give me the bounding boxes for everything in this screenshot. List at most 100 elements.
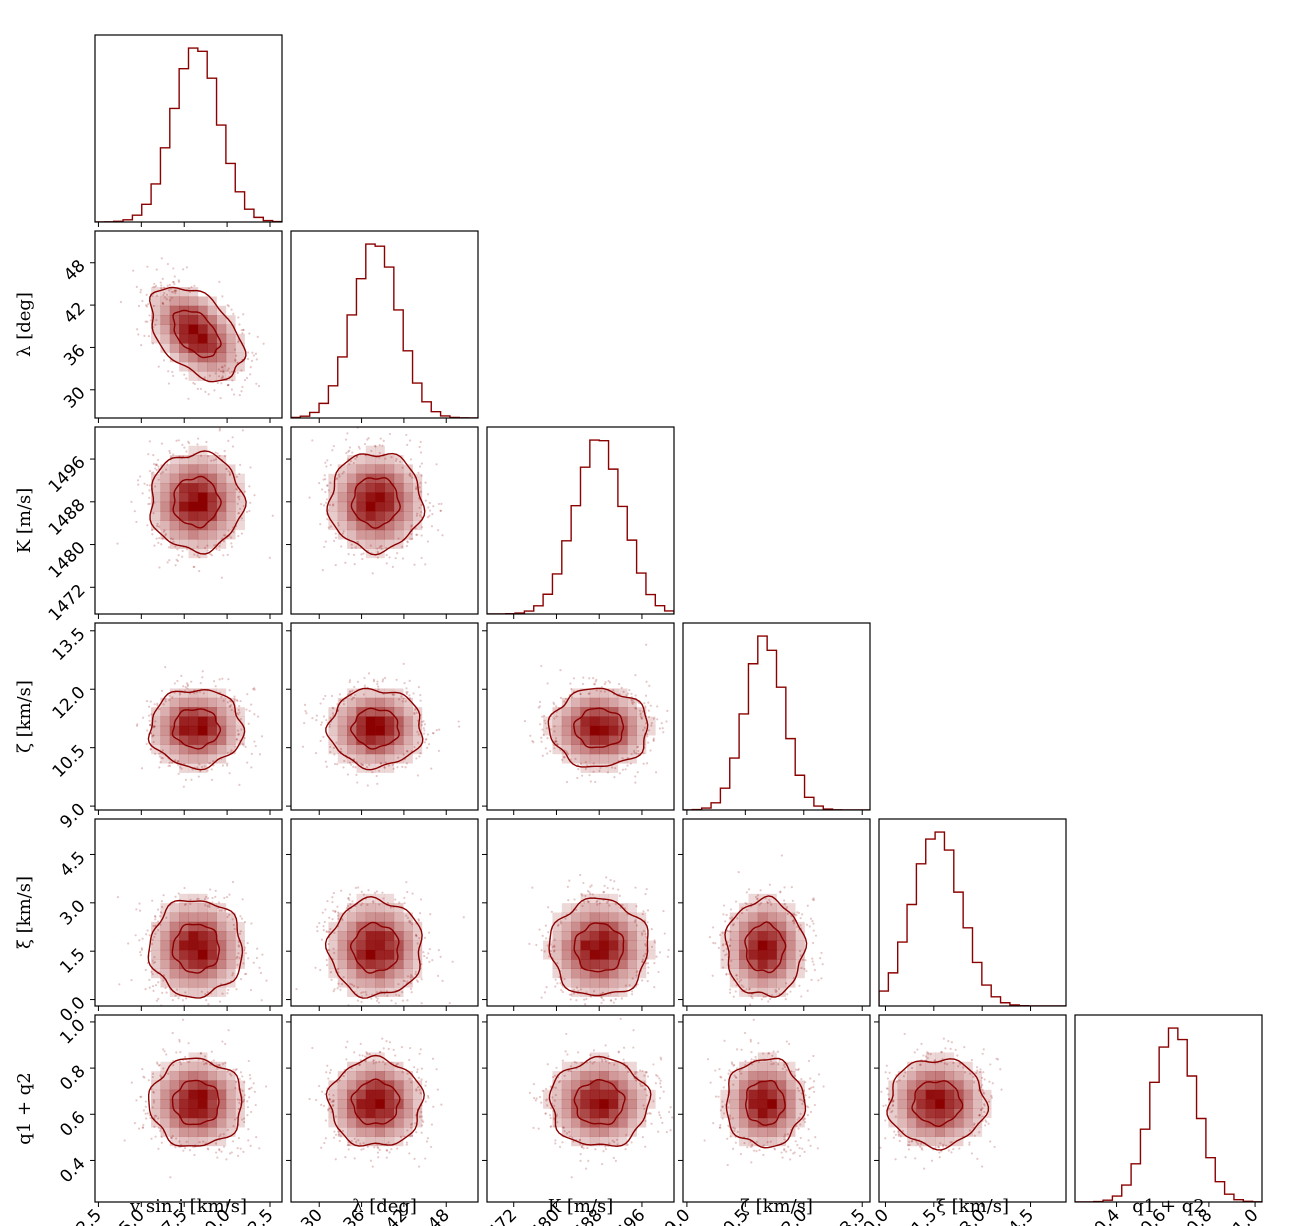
scatter-point [776,1050,780,1053]
scatter-point [165,468,168,471]
scatter-point [235,1080,238,1083]
scatter-point [385,1040,388,1043]
scatter-point [344,438,348,441]
scatter-point [430,767,433,770]
density-cell [384,949,395,960]
scatter-point [249,1110,253,1114]
scatter-point [604,1060,608,1063]
density-cell [216,492,227,503]
scatter-point [190,680,193,683]
density-cell [935,1117,945,1128]
scatter-point [322,697,325,701]
scatter-point [216,1064,219,1067]
scatter-point [918,1063,922,1066]
density-cell [197,893,208,904]
scatter-point [611,887,615,890]
density-cell [739,1136,749,1147]
density-cell [197,1089,208,1100]
density-K-zeta [543,688,656,773]
scatter-point [226,553,229,557]
scatter-point [147,502,150,506]
density-cell [608,977,619,988]
density-cell [179,296,189,307]
scatter-point [604,1044,607,1047]
panel-zeta-zeta [682,622,871,815]
scatter-point [157,458,160,462]
density-cell [188,492,199,503]
scatter-point [968,1141,971,1144]
density-cell [375,931,385,941]
density-cell [235,343,245,353]
density-cell [216,1136,227,1147]
density-cell [169,1080,180,1091]
scatter-point [938,1156,941,1159]
scatter-point [388,432,392,436]
scatter-point [423,954,426,958]
density-cell [356,501,367,512]
scatter-point [395,1063,398,1066]
density-cell [160,744,171,755]
density-cell [384,520,395,531]
scatter-point [146,524,149,527]
scatter-point [653,962,656,965]
scatter-point [199,387,203,391]
scatter-point [553,944,556,947]
density-cell [179,529,189,540]
density-cell [795,959,805,969]
scatter-point [416,774,420,777]
scatter-point [162,703,165,706]
density-cell [384,1089,395,1100]
density-cell [403,744,413,755]
scatter-point [334,564,337,567]
scatter-point [973,1134,976,1137]
scatter-point [155,268,158,271]
density-cell [589,1127,600,1137]
scatter-point [927,1052,930,1055]
density-cell [748,977,759,988]
density-cell [188,968,199,979]
density-cell [375,912,385,923]
scatter-point [595,900,598,904]
scatter-point [739,1152,743,1156]
density-cell [767,1108,777,1119]
scatter-point [342,703,346,706]
scatter-point [886,1077,889,1080]
scatter-point [201,670,204,673]
scatter-point [167,546,171,549]
scatter-point [569,998,572,1001]
density-cell [365,697,376,708]
scatter-point [754,895,758,899]
density-cell [356,697,367,708]
scatter-point [331,917,334,921]
scatter-point [719,1123,722,1127]
scatter-point [603,690,607,693]
scatter-point [153,1114,157,1117]
scatter-point [418,445,421,449]
scatter-point [153,1125,156,1129]
scatter-point [755,1150,758,1153]
x-axis-label-K: K [m/s] [548,1196,614,1217]
scatter-point [241,429,245,432]
scatter-point [356,986,360,989]
density-xi-q1q2 [888,1052,992,1147]
density-cell [356,455,367,465]
scatter-point [735,974,738,977]
scatter-point [253,688,256,691]
density-cell [375,492,385,503]
density-cell [365,763,376,773]
scatter-point [240,369,243,372]
scatter-point [594,680,597,683]
scatter-point [415,979,419,982]
scatter-point [158,755,161,758]
scatter-point [575,1061,578,1064]
scatter-point [324,1119,327,1122]
density-cell [160,968,171,979]
density-cell [169,520,180,531]
scatter-point [238,495,241,498]
scatter-point [208,903,211,906]
scatter-point [731,1147,735,1150]
scatter-point [245,376,249,380]
scatter-point [979,1068,982,1071]
scatter-point [785,982,788,985]
contour-1sigma [171,708,222,750]
